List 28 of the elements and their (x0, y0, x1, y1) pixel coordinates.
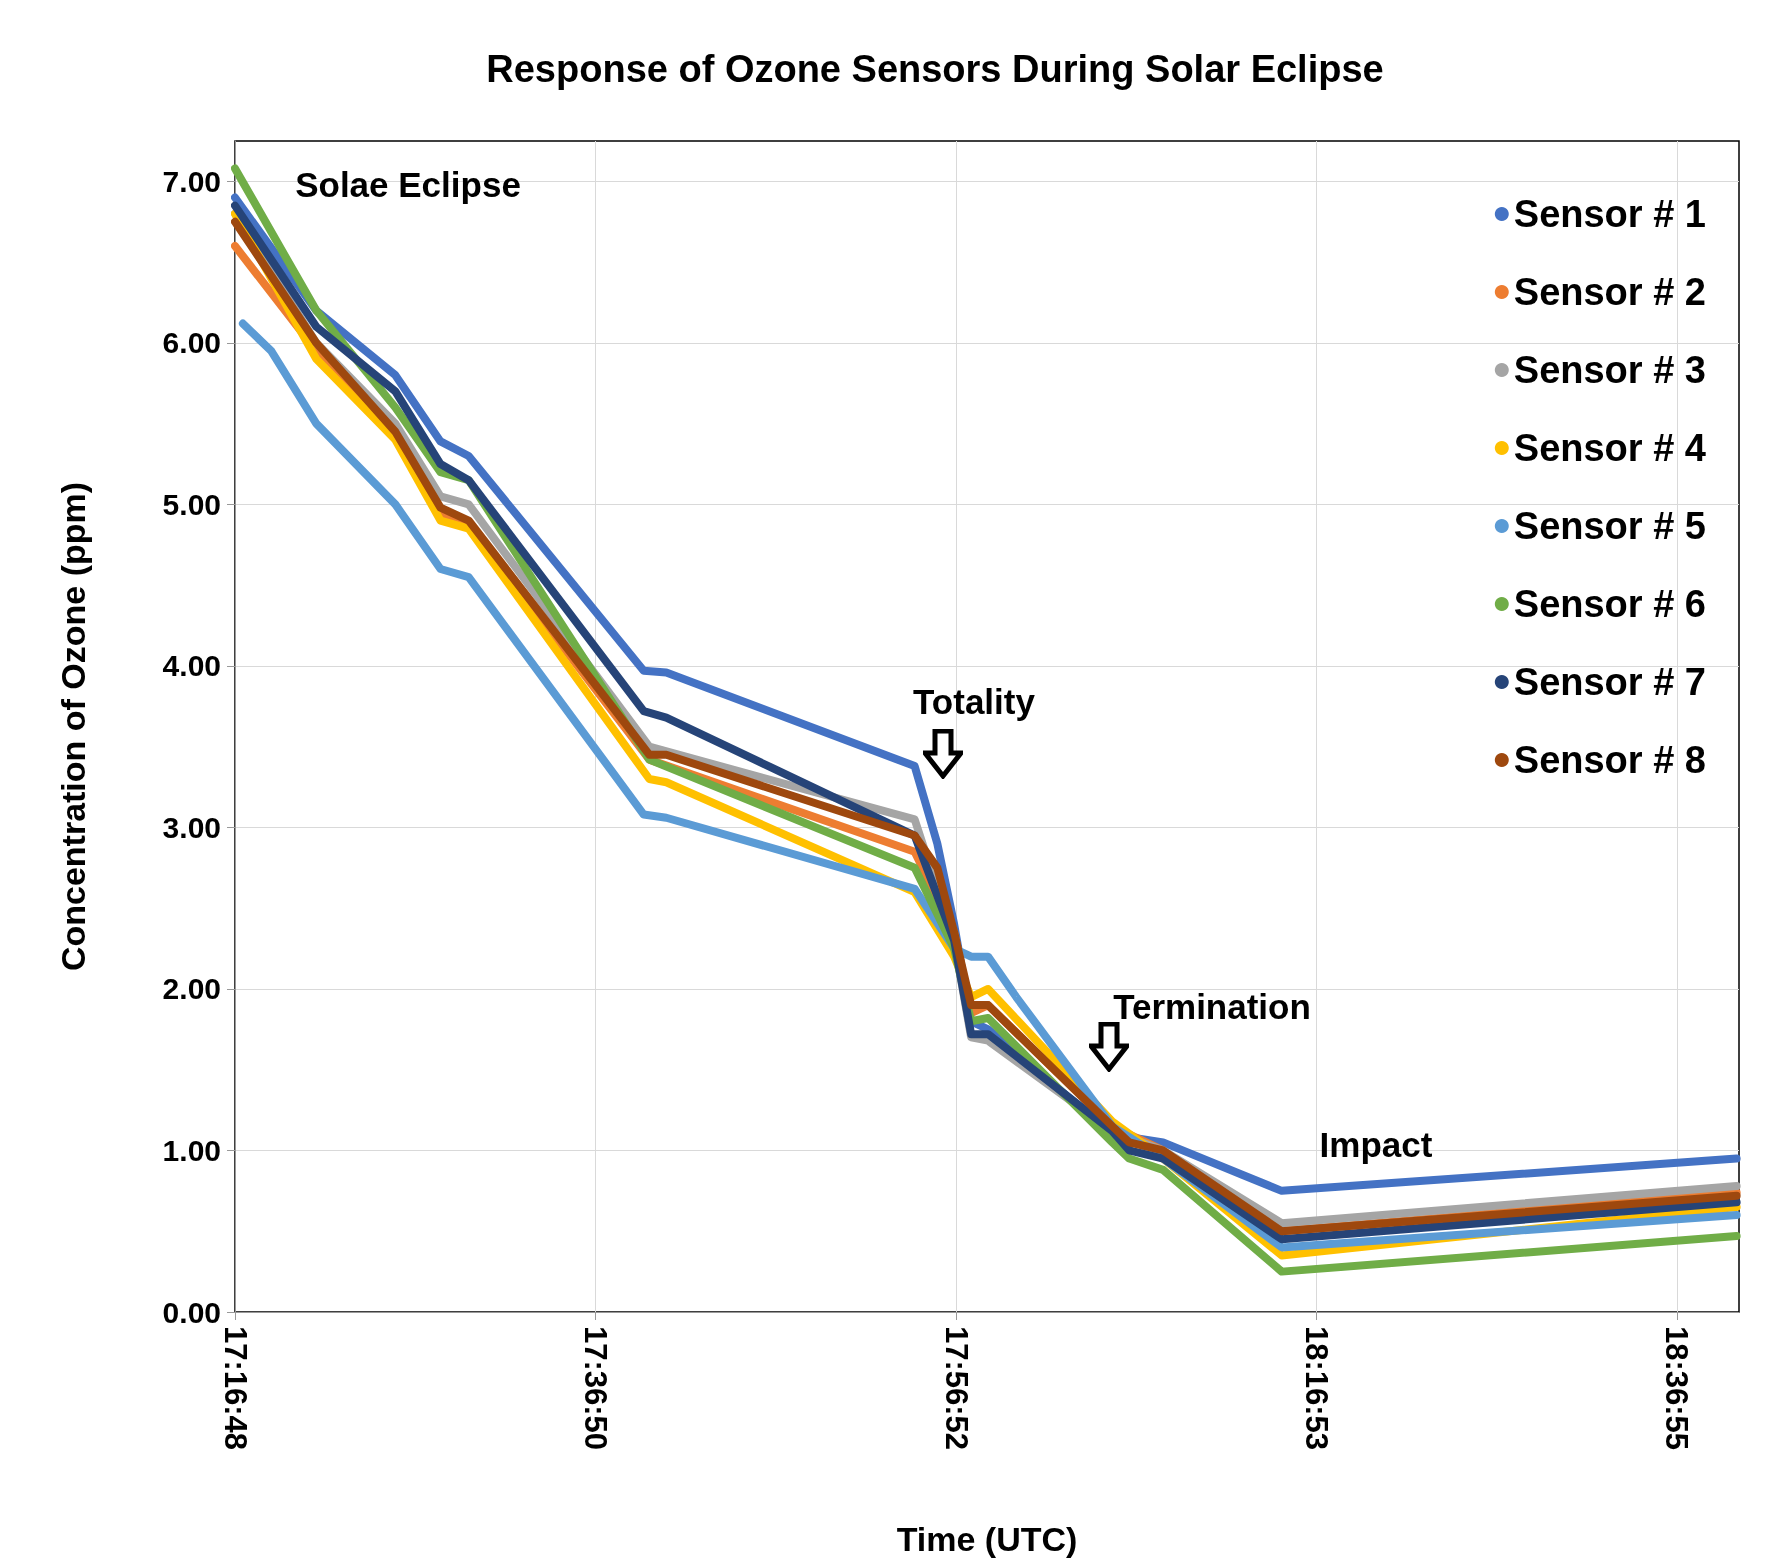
y-tick-label: 0.00 (162, 1295, 221, 1329)
x-tick-label: 17:16:48 (217, 1326, 253, 1451)
x-tick-label: 17:36:50 (578, 1326, 614, 1451)
y-tick-label: 2.00 (162, 972, 221, 1006)
y-tick-label: 5.00 (162, 487, 221, 521)
x-tick-label: 17:56:52 (938, 1326, 974, 1451)
legend-label: Sensor # 4 (1513, 427, 1707, 469)
legend-label: Sensor # 1 (1513, 193, 1707, 235)
legend-label: Sensor # 8 (1513, 739, 1707, 781)
y-tick-label: 1.00 (162, 1133, 221, 1167)
annotation: Impact (1319, 1124, 1433, 1164)
x-tick-label: 18:16:53 (1298, 1326, 1334, 1451)
annotation: Termination (1113, 986, 1311, 1026)
chart-title: Response of Ozone Sensors During Solar Eclipse (486, 48, 1384, 90)
y-tick-label: 7.00 (162, 164, 221, 198)
y-tick-label: 4.00 (162, 649, 221, 683)
annotation: Totality (913, 681, 1036, 721)
y-tick-label: 6.00 (162, 326, 221, 360)
y-axis-title: Concentration of Ozone (ppm) (54, 481, 92, 972)
legend-label: Sensor # 7 (1513, 661, 1707, 703)
legend-label: Sensor # 5 (1513, 505, 1707, 547)
x-axis-title: Time (UTC) (896, 1520, 1078, 1558)
y-tick-label: 3.00 (162, 810, 221, 844)
annotation: Solae Eclipse (295, 164, 521, 204)
legend-label: Sensor # 3 (1513, 349, 1707, 391)
x-tick-label: 18:36:55 (1659, 1326, 1695, 1451)
legend-label: Sensor # 6 (1513, 583, 1707, 625)
legend-label: Sensor # 2 (1513, 271, 1707, 313)
